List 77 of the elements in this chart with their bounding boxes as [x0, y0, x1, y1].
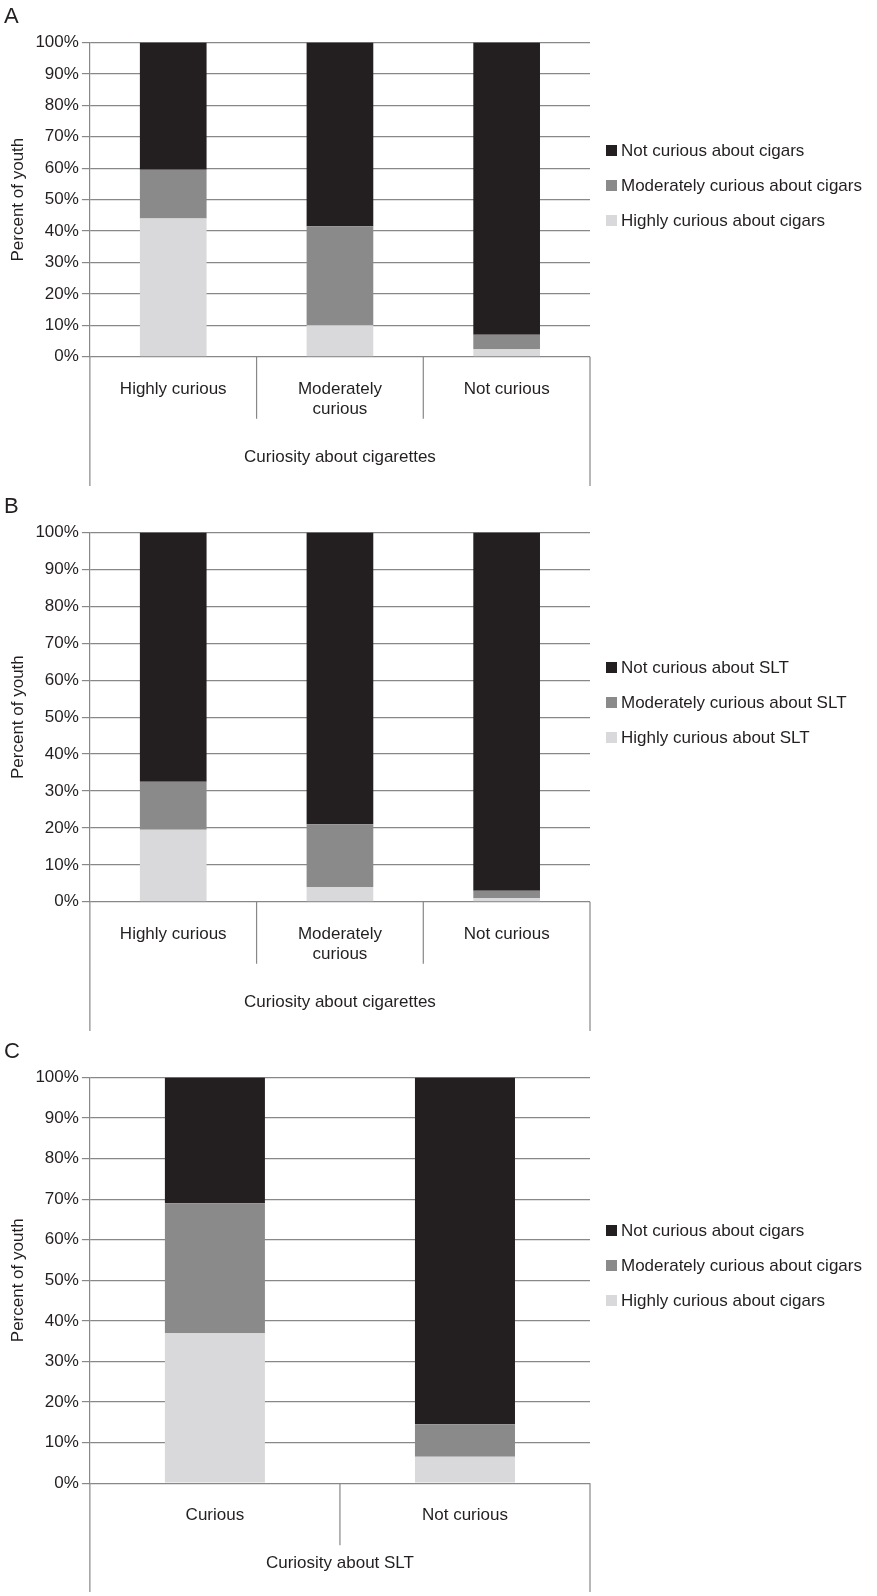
bar	[164, 1077, 265, 1204]
legend-label: Not curious about cigars	[621, 139, 805, 161]
bar	[139, 42, 207, 170]
x-tick-label: Moderately curious	[297, 923, 383, 964]
y-tick-label: 50%	[44, 706, 79, 726]
y-tick-label: 10%	[44, 1432, 79, 1452]
bar	[306, 325, 374, 357]
y-tick-label: 90%	[44, 1107, 79, 1127]
y-tick-label: 30%	[44, 780, 79, 800]
y-tick-label: 70%	[44, 1188, 79, 1208]
y-tick-label: 60%	[44, 157, 79, 177]
y-tick-label: 70%	[44, 126, 79, 146]
x-axis-title: Curiosity about SLT	[265, 1553, 414, 1573]
x-axis-title: Curiosity about cigarettes	[244, 447, 436, 467]
y-tick-label: 20%	[44, 283, 79, 303]
x-tick-label: Highly curious	[119, 378, 227, 398]
y-tick-label: 20%	[44, 1391, 79, 1411]
y-tick-label: 90%	[44, 63, 79, 83]
bar	[139, 218, 207, 357]
bar	[139, 532, 207, 782]
y-tick-label: 70%	[44, 632, 79, 652]
bar	[473, 898, 540, 902]
y-tick-label: 90%	[44, 559, 79, 579]
y-tick-label: 0%	[54, 891, 79, 911]
x-tick-label: Not curious	[463, 378, 550, 398]
bar	[473, 348, 540, 357]
chart-title: B	[4, 493, 19, 519]
bar	[473, 334, 540, 349]
x-tick-label: Moderately curious	[297, 378, 383, 419]
y-tick-label: 10%	[44, 854, 79, 874]
bar	[306, 42, 374, 227]
bar	[414, 1456, 515, 1483]
legend-label: Moderately curious about cigars	[621, 1255, 862, 1277]
chart-title: C	[4, 1038, 20, 1064]
legend-label: Moderately curious about cigars	[621, 174, 862, 196]
x-tick-label: Not curious	[421, 1505, 508, 1525]
y-tick-label: 100%	[35, 32, 79, 52]
y-tick-label: 60%	[44, 669, 79, 689]
y-axis-title: Percent of youth	[7, 137, 27, 262]
chart-title: A	[4, 3, 19, 29]
y-tick-label: 30%	[44, 1351, 79, 1371]
bar	[306, 532, 374, 825]
bar	[473, 532, 540, 891]
y-tick-label: 40%	[44, 220, 79, 240]
y-axis-title: Percent of youth	[7, 655, 27, 780]
y-tick-label: 60%	[44, 1229, 79, 1249]
legend-label: Moderately curious about SLT	[621, 692, 847, 714]
bar	[473, 890, 540, 899]
y-tick-label: 80%	[44, 1148, 79, 1168]
y-tick-label: 40%	[44, 1310, 79, 1330]
y-tick-label: 80%	[44, 94, 79, 114]
legend-label: Highly curious about SLT	[621, 727, 810, 749]
y-tick-label: 50%	[44, 1269, 79, 1289]
x-axis-title: Curiosity about cigarettes	[244, 992, 436, 1012]
y-tick-label: 50%	[44, 189, 79, 209]
bar	[414, 1077, 515, 1425]
y-tick-label: 10%	[44, 315, 79, 335]
x-tick-label: Curious	[185, 1505, 245, 1525]
bar	[164, 1333, 265, 1483]
y-tick-label: 100%	[35, 1067, 79, 1087]
y-tick-label: 20%	[44, 817, 79, 837]
y-tick-label: 30%	[44, 252, 79, 272]
bar	[473, 42, 540, 335]
legend-label: Highly curious about cigars	[621, 1290, 826, 1312]
legend-label: Not curious about cigars	[621, 1220, 805, 1242]
y-axis-title: Percent of youth	[7, 1218, 27, 1343]
y-tick-label: 80%	[44, 595, 79, 615]
x-tick-label: Not curious	[463, 923, 550, 943]
x-tick-label: Highly curious	[119, 923, 227, 943]
legend-label: Not curious about SLT	[621, 657, 789, 679]
y-tick-label: 0%	[54, 1472, 79, 1492]
y-tick-label: 0%	[54, 346, 79, 366]
bar	[306, 887, 374, 902]
y-tick-label: 40%	[44, 743, 79, 763]
bar	[139, 829, 207, 902]
legend-label: Highly curious about cigars	[621, 209, 826, 231]
y-tick-label: 100%	[35, 522, 79, 542]
